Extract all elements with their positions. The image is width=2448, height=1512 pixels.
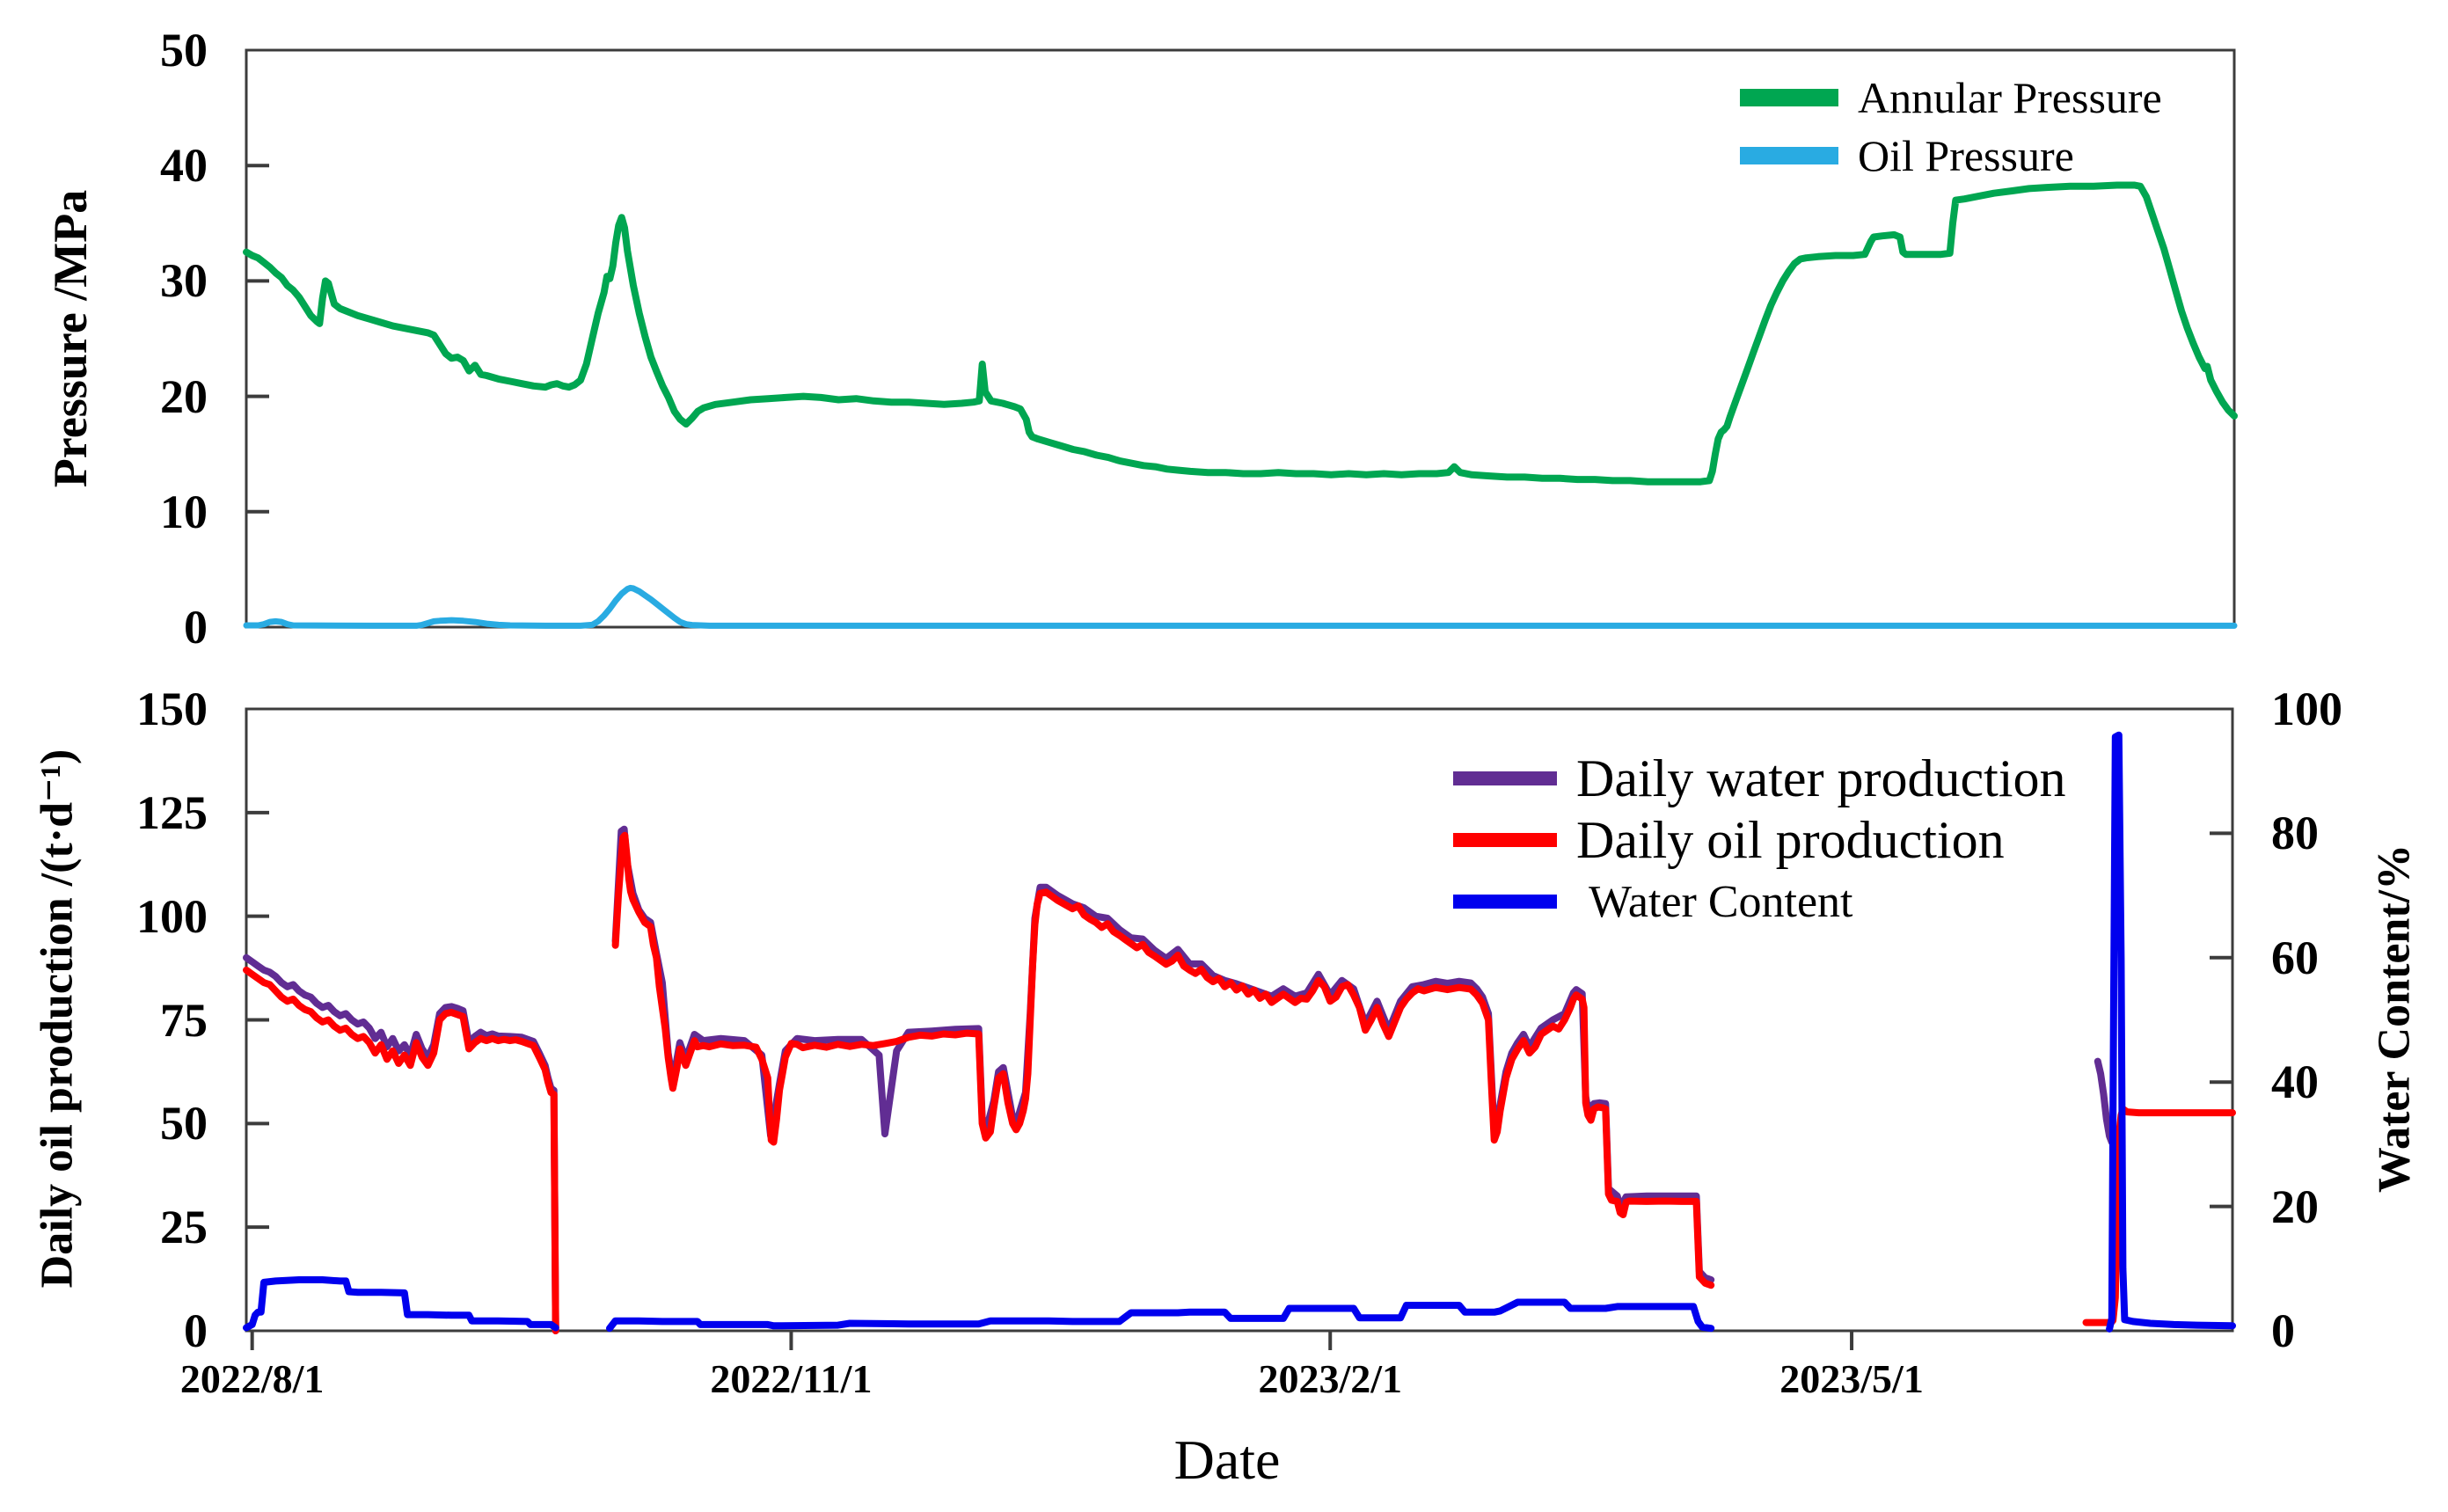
annular-pressure-label: Annular Pressure (1858, 73, 2162, 122)
production-chart-ytick-75: 75 (160, 993, 208, 1047)
pressure-chart-ytick-30: 30 (160, 254, 208, 308)
production-chart-ytick-25: 25 (160, 1201, 208, 1254)
pressure-legend: Annular Pressure Oil Pressure (1740, 69, 2162, 185)
legend-item-oil-pressure: Oil Pressure (1740, 127, 2162, 185)
production-chart-right-ytick-0: 0 (2271, 1304, 2295, 1357)
production-chart-ytick-125: 125 (136, 785, 208, 839)
production-chart-xtick-2023-5-1: 2023/5/1 (1779, 1356, 1924, 1401)
pressure-chart-ytick-40: 40 (160, 139, 208, 193)
legend-item-water-content: Water Content (1453, 871, 2066, 932)
production-chart-ytick-50: 50 (160, 1097, 208, 1150)
legend-item-daily-oil-production: Daily oil production (1453, 809, 2066, 871)
legend-item-daily-water-production: Daily water production (1453, 748, 2066, 809)
production-chart-right-ytick-100: 100 (2271, 683, 2342, 735)
daily-water-production-label: Daily water production (1576, 749, 2066, 807)
daily-oil-production-line-seg1 (243, 966, 559, 1334)
production-chart-ytick-100: 100 (136, 889, 208, 943)
pressure-chart-ytick-10: 10 (160, 485, 208, 538)
water-content-line-seg1 (243, 1276, 559, 1332)
daily-oil-production-line-seg2 (611, 831, 1715, 1289)
date-x-axis-title: Date (1173, 1428, 1281, 1491)
production-chart-xtick-2022-8-1: 2022/8/1 (179, 1356, 325, 1401)
water-content-swatch (1453, 895, 1557, 909)
legend-item-annular-pressure: Annular Pressure (1740, 69, 2162, 127)
production-chart-ytick-0: 0 (184, 1304, 208, 1357)
pressure-chart-ytick-20: 20 (160, 369, 208, 423)
production-chart-right-ytick-20: 20 (2271, 1180, 2319, 1233)
oil-pressure-line (243, 584, 2238, 629)
daily-oil-production-label: Daily oil production (1576, 810, 2005, 869)
production-chart-right-ytick-60: 60 (2271, 931, 2319, 984)
production-chart-xtick-2023-2-1: 2023/2/1 (1258, 1356, 1403, 1401)
oil-pressure-label: Oil Pressure (1858, 131, 2074, 180)
water-content-line-seg3 (2106, 731, 2236, 1333)
daily-water-production-line-seg1 (243, 953, 559, 1334)
daily-oil-production-swatch (1453, 833, 1557, 847)
daily-water-production-swatch (1453, 771, 1557, 785)
water-content-line-seg2 (606, 1298, 1715, 1333)
production-chart-xtick-2022-11-1: 2022/11/1 (710, 1356, 873, 1401)
production-legend: Daily water production Daily oil product… (1453, 748, 2066, 932)
production-chart-ytick-150: 150 (136, 683, 208, 735)
annular-pressure-swatch (1740, 89, 1838, 106)
pressure-y-axis-title: Pressure /MPa (44, 189, 97, 488)
water-content-label: Water Content (1589, 876, 1853, 927)
production-chart-right-ytick-40: 40 (2271, 1055, 2319, 1109)
production-chart-right-ytick-80: 80 (2271, 807, 2319, 860)
pressure-chart-ytick-0: 0 (184, 601, 208, 654)
oil-production-y-axis-title: Daily oil production /(t·d⁻¹) (32, 749, 83, 1289)
water-content-y-axis-title: Water Content/% (2369, 844, 2420, 1194)
annular-pressure-line (243, 181, 2238, 486)
pressure-chart-ytick-50: 50 (160, 24, 208, 77)
oil-pressure-swatch (1740, 147, 1838, 164)
